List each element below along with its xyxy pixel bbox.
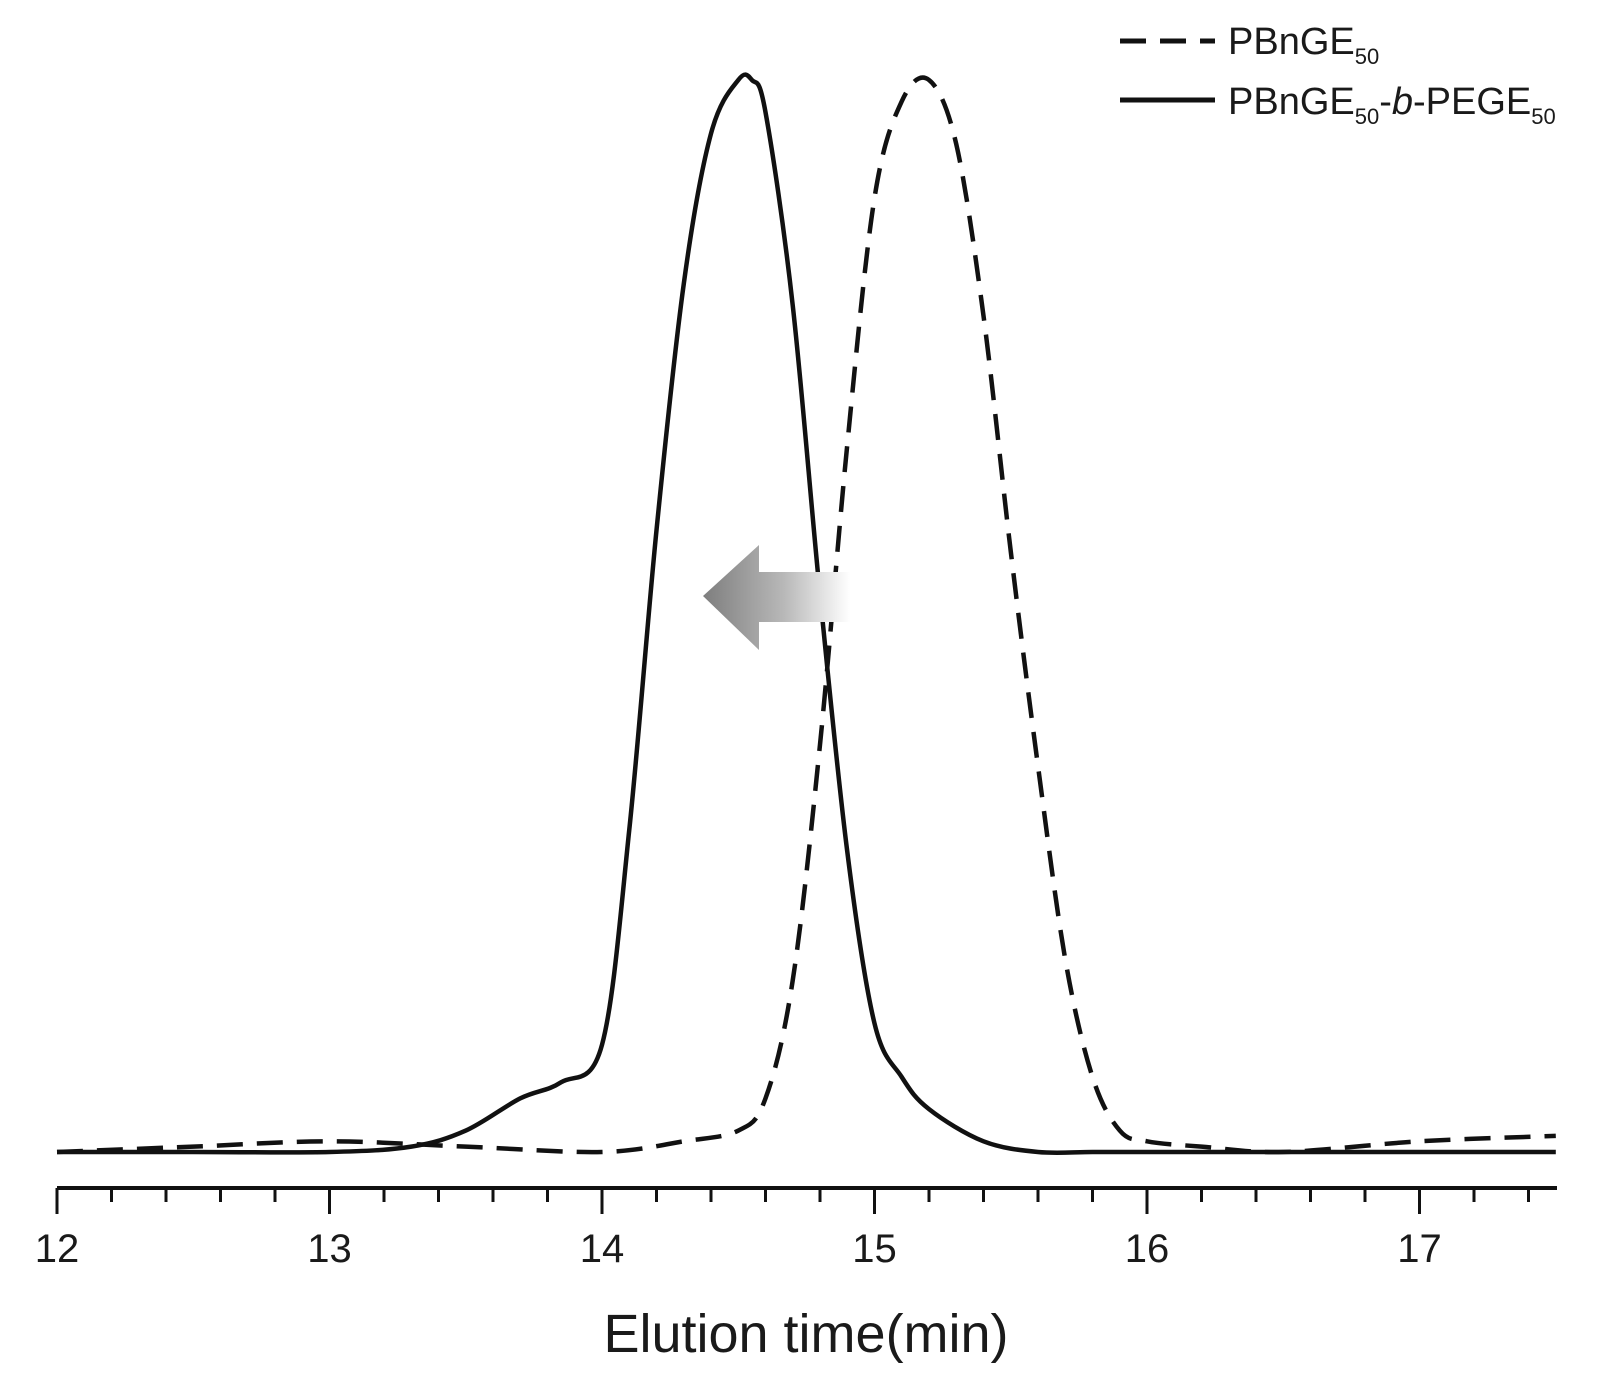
- legend-label-pbnge50: PBnGE50: [1228, 21, 1379, 69]
- x-tick-label: 12: [35, 1227, 80, 1271]
- x-tick-label: 14: [580, 1227, 625, 1271]
- x-tick-label: 16: [1125, 1227, 1170, 1271]
- series-layer: [56, 72, 1556, 1156]
- series-line-block-copolymer: [57, 72, 1556, 1156]
- shift-arrow: [703, 545, 850, 650]
- x-tick-label: 15: [852, 1227, 897, 1271]
- x-tick-label: 17: [1397, 1227, 1442, 1271]
- x-tick-label: 13: [307, 1227, 352, 1271]
- legend-label-block-copolymer: PBnGE50-b-PEGE50: [1228, 81, 1556, 129]
- x-axis-title: Elution time(min): [603, 1304, 1008, 1364]
- x-axis: 12 13 14 15 16 17: [35, 1186, 1557, 1271]
- series-line-pbnge50: [56, 75, 1556, 1155]
- legend: PBnGE50 PBnGE50-b-PEGE50: [1120, 21, 1556, 129]
